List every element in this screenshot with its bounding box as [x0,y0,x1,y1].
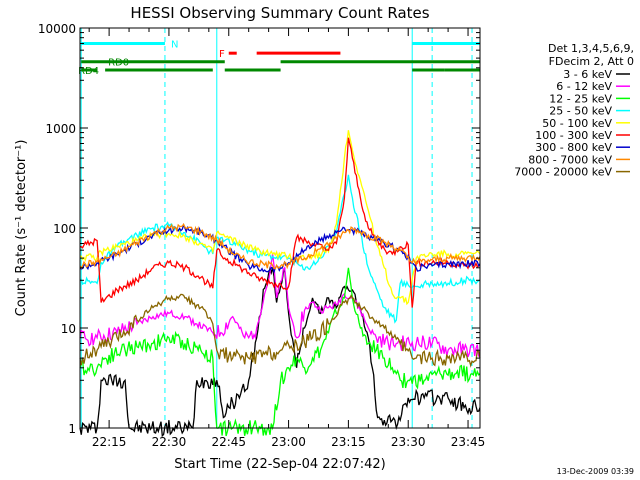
x-tick-label-5: 23:30 [391,435,426,449]
series-line-3 [79,174,481,324]
y-tick-label-2: 100 [53,222,76,236]
annotation-rd0-label: RD0 [108,58,129,69]
x-axis-label: Start Time (22-Sep-04 22:07:42) [174,457,385,472]
annotation-rd4-label: RD4 [78,66,99,77]
series-line-8 [79,293,481,368]
x-tick-label-0: 22:15 [92,435,127,449]
legend-label-2: 12 - 25 keV [549,92,612,105]
x-axis: 22:15 22:30 22:45 23:00 23:15 23:30 23:45 [88,28,486,449]
plot-frame [79,27,481,429]
plot-area [80,28,473,428]
legend-label-4: 50 - 100 keV [542,117,612,130]
legend-label-3: 25 - 50 keV [549,105,612,118]
legend-label-0: 3 - 6 keV [563,68,612,81]
series-line-5 [79,137,481,308]
legend-header-1: Det 1,3,4,5,6,9, [548,42,634,55]
chart-title: HESSI Observing Summary Count Rates [130,4,429,22]
series-line-7 [79,223,481,270]
series-line-2 [79,267,481,437]
x-tick-label-3: 23:00 [271,435,306,449]
x-tick-label-1: 22:30 [152,435,187,449]
legend-label-8: 7000 - 20000 keV [514,166,612,179]
annotation-n-label: N [171,39,178,50]
y-tick-label-3: 1000 [45,122,76,136]
series-line-4 [79,130,481,306]
y-tick-label-1: 10 [61,322,76,336]
legend: Det 1,3,4,5,6,9, FDecim 2, Att 0 3 - 6 k… [514,42,634,179]
legend-label-1: 6 - 12 keV [556,80,612,93]
series-line-0 [79,266,481,438]
y-tick-label-0: 1 [68,422,76,436]
y-tick-label-4: 10000 [38,22,76,36]
timestamp: 13-Dec-2009 03:39 [557,467,634,476]
annotation-f-label: F [219,49,225,60]
series-line-6 [79,223,481,274]
x-tick-label-6: 23:45 [451,435,486,449]
legend-label-7: 800 - 7000 keV [528,153,612,166]
x-tick-label-4: 23:15 [331,435,366,449]
legend-label-6: 300 - 800 keV [535,141,612,154]
series-group [79,130,481,438]
x-tick-label-2: 22:45 [211,435,246,449]
annotations: N F RD0 RD4 [78,39,480,77]
y-axis-label: Count Rate (s⁻¹ detector⁻¹) [14,140,29,317]
y-axis: 1 10 100 1000 10000 [38,22,480,436]
legend-header-2: FDecim 2, Att 0 [549,55,634,68]
legend-label-5: 100 - 300 keV [535,129,612,142]
